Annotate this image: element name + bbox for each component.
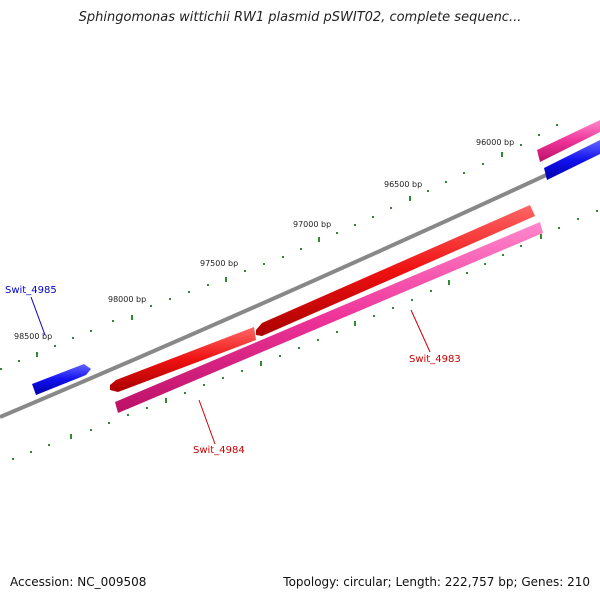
tick-label-97500: 97500 bp: [200, 259, 238, 268]
tick-label-97000: 97000 bp: [293, 220, 331, 229]
leader-line-swit-4985: [30, 296, 46, 336]
leader-line-swit-4983: [410, 309, 431, 353]
tick-label-98000: 98000 bp: [108, 295, 146, 304]
plasmid-backbone: [0, 148, 600, 419]
feature-swit-4983-red[interactable]: [256, 205, 535, 336]
feature-swit-4984-red[interactable]: [110, 327, 256, 392]
topology-summary: Topology: circular; Length: 222,757 bp; …: [283, 575, 590, 589]
gene-label-swit-4984[interactable]: Swit_4984: [193, 445, 245, 456]
accession-text: Accession: NC_009508: [10, 575, 147, 589]
feature-swit-4984-pink[interactable]: [115, 222, 543, 413]
inner-tick-track: [12, 210, 598, 460]
gene-label-swit-4983[interactable]: Swit_4983: [409, 354, 461, 365]
feature-top-right-pink[interactable]: [537, 120, 600, 162]
tick-label-96000: 96000 bp: [476, 138, 514, 147]
leader-line-swit-4984: [198, 399, 216, 445]
gene-label-swit-4985[interactable]: Swit_4985: [5, 285, 57, 296]
feature-swit-4985[interactable]: [32, 364, 91, 395]
outer-tick-track: [0, 124, 558, 370]
tick-label-98500: 98500 bp: [14, 332, 52, 341]
tick-label-96500: 96500 bp: [384, 180, 422, 189]
feature-top-right-blue[interactable]: [544, 140, 600, 180]
map-title: Sphingomonas wittichii RW1 plasmid pSWIT…: [78, 10, 522, 25]
